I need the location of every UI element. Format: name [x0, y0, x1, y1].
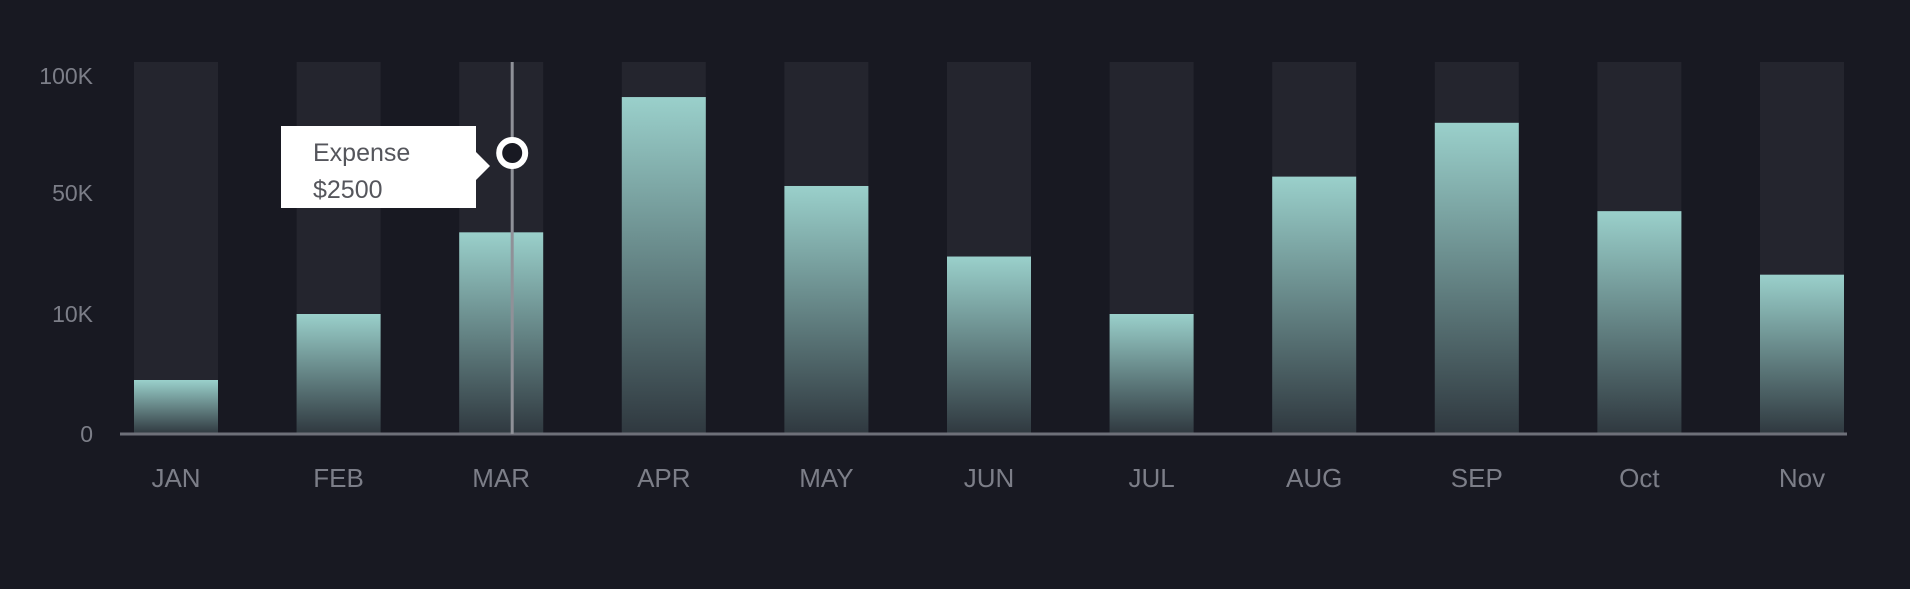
x-tick-label-feb: FEB [313, 463, 364, 493]
x-tick-label-jan: JAN [151, 463, 200, 493]
bar-layer [134, 97, 1844, 435]
bar-mar[interactable] [459, 232, 544, 434]
x-tick-label-apr: APR [637, 463, 690, 493]
bar-may[interactable] [784, 185, 869, 434]
bar-aug[interactable] [1272, 176, 1357, 434]
x-tick-label-jul: JUL [1128, 463, 1174, 493]
x-tick-label-aug: AUG [1286, 463, 1342, 493]
hover-point-marker[interactable] [496, 137, 529, 169]
bar-jun[interactable] [947, 256, 1031, 434]
y-tick-label-10k: 10K [52, 301, 94, 327]
tooltip-label: Expense [313, 139, 411, 167]
tooltip-value: $2500 [313, 176, 383, 204]
y-tick-label-50k: 50K [52, 180, 94, 206]
bar-oct[interactable] [1597, 211, 1682, 434]
x-axis: JAN FEB MAR APR MAY JUN JUL AUG SEP Oct Nov [151, 463, 1825, 493]
x-tick-label-nov: Nov [1779, 463, 1825, 493]
x-tick-label-mar: MAR [472, 463, 530, 493]
x-tick-label-oct: Oct [1619, 463, 1660, 493]
bar-feb[interactable] [296, 314, 381, 434]
x-tick-label-sep: SEP [1451, 463, 1503, 493]
bar-apr[interactable] [621, 97, 706, 434]
bar-sep[interactable] [1434, 122, 1519, 435]
bar-jan[interactable] [134, 380, 218, 434]
bar-track-jan [134, 62, 218, 434]
y-tick-label-0: 0 [80, 421, 93, 447]
bar-nov[interactable] [1760, 274, 1844, 434]
hover-cursor [496, 62, 529, 434]
tooltip-pointer [476, 152, 490, 180]
bar-jul[interactable] [1109, 314, 1194, 434]
y-tick-label-100k: 100K [39, 63, 93, 89]
x-tick-label-jun: JUN [964, 463, 1015, 493]
y-axis: 0 10K 50K 100K [39, 63, 1847, 447]
expense-tooltip: Expense $2500 [281, 126, 490, 208]
x-tick-label-may: MAY [799, 463, 853, 493]
